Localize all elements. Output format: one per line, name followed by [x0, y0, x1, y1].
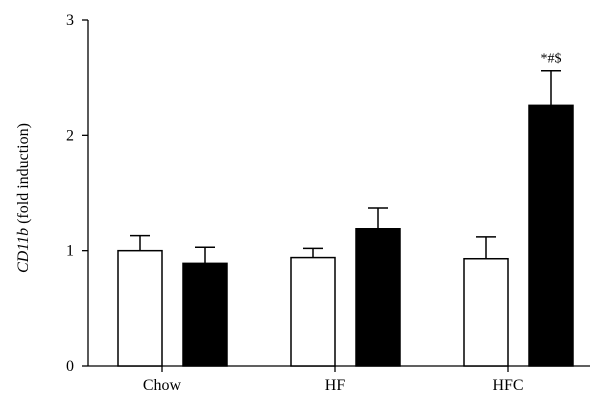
- bar: [117, 249, 163, 367]
- x-tick-label: Chow: [143, 377, 182, 394]
- bar: [290, 256, 336, 367]
- bar: [355, 228, 401, 367]
- error-bars: [130, 69, 561, 264]
- y-axis-title-italic: CD11b: [15, 228, 32, 273]
- y-tick-label: 2: [66, 127, 74, 144]
- axes: 0 1 2 3 Chow HF HFC: [66, 12, 590, 394]
- bar: [528, 104, 574, 367]
- y-axis-title-plain: (fold induction): [15, 123, 32, 228]
- svg-text:CD11b (fold induction): CD11b (fold induction): [15, 123, 32, 273]
- annotations: *#$: [541, 52, 562, 67]
- y-tick-label: 3: [66, 12, 74, 29]
- bar: [182, 262, 228, 367]
- y-tick-label: 0: [66, 358, 74, 375]
- x-tick-label: HF: [325, 377, 346, 394]
- significance-annotation: *#$: [541, 52, 562, 67]
- bar: [463, 257, 509, 367]
- bars: [117, 104, 574, 367]
- x-tick-label: HFC: [492, 377, 523, 394]
- y-tick-label: 1: [66, 243, 74, 260]
- y-axis-title: CD11b (fold induction): [15, 123, 32, 273]
